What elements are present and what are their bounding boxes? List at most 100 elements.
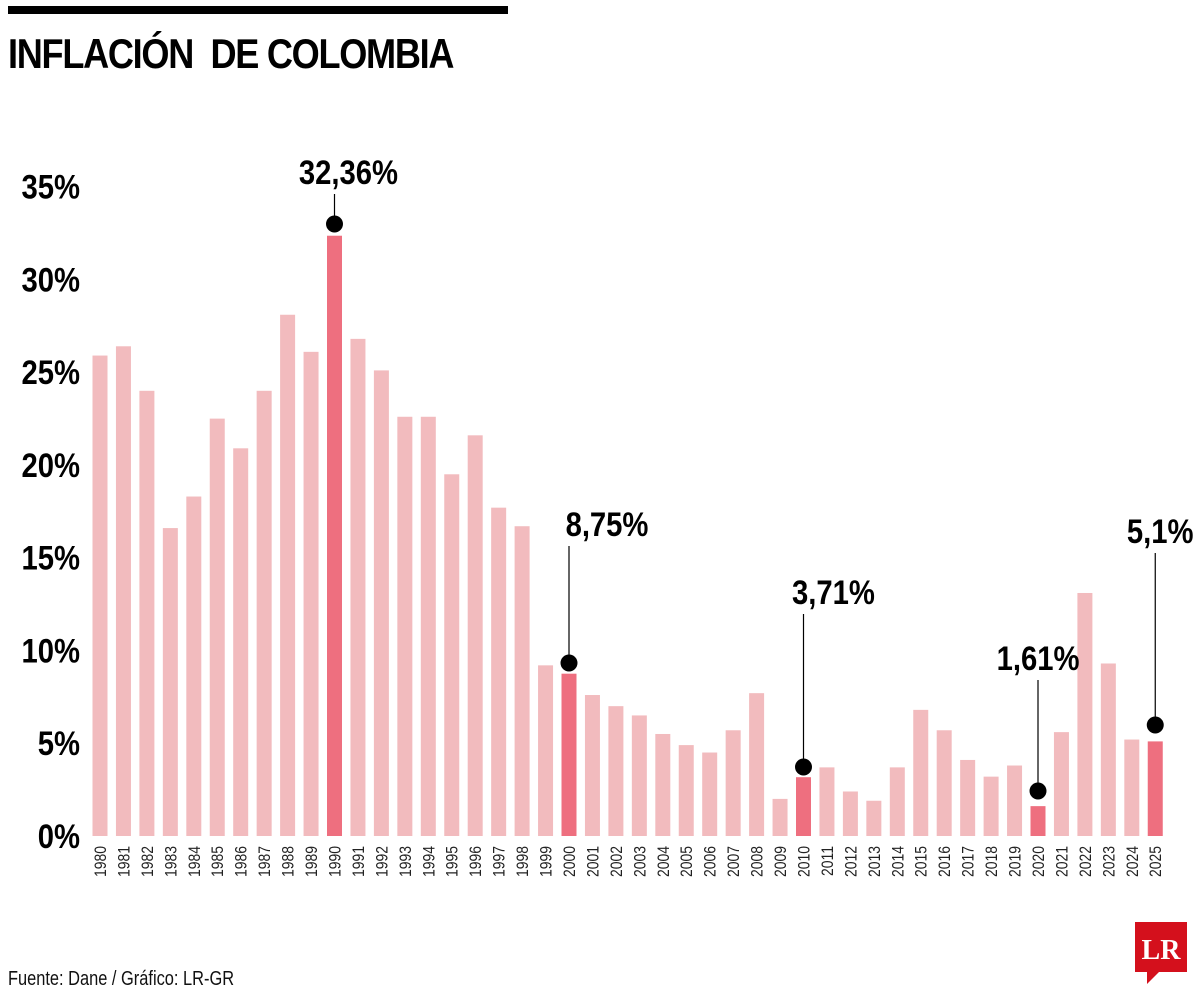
- x-tick-label: 2009: [772, 846, 791, 877]
- logo-background: [1135, 922, 1187, 984]
- x-tick-label: 2015: [913, 846, 932, 877]
- bar-1989: [303, 351, 319, 836]
- marker-dot-2000: [560, 654, 578, 672]
- x-tick-label: 2021: [1053, 846, 1072, 877]
- x-tick-label: 1995: [444, 846, 463, 877]
- bar-1993: [397, 416, 413, 836]
- bar-1991: [350, 338, 366, 836]
- x-tick-label: 1998: [514, 846, 533, 877]
- x-tick-label: 2006: [701, 846, 720, 877]
- x-tick-label: 2017: [959, 846, 978, 877]
- bar-1999: [538, 665, 554, 836]
- bar-2008: [749, 693, 765, 836]
- x-tick-label: 2001: [584, 846, 603, 877]
- bar-2014: [889, 767, 905, 836]
- bar-1992: [373, 370, 389, 836]
- x-tick-label: 1981: [115, 846, 134, 877]
- x-tick-label: 2025: [1147, 846, 1166, 877]
- bar-1981: [115, 346, 131, 836]
- title-rule: [8, 6, 508, 14]
- x-tick-label: 1986: [232, 846, 251, 877]
- bar-2024: [1124, 739, 1140, 836]
- bar-2002: [608, 706, 624, 836]
- y-tick-label: 20%: [22, 446, 80, 485]
- bar-2000: [561, 673, 577, 836]
- data-label-2025: 5,1%: [1127, 512, 1194, 551]
- y-tick-label: 15%: [22, 539, 80, 578]
- bar-2015: [913, 709, 929, 836]
- data-label-1990: 32,36%: [299, 153, 398, 192]
- bar-2018: [983, 776, 999, 836]
- y-tick-label: 5%: [38, 724, 80, 763]
- bar-1984: [186, 496, 202, 836]
- bar-1983: [162, 528, 178, 836]
- x-tick-label: 1992: [373, 846, 392, 877]
- bar-2001: [584, 695, 600, 836]
- bar-2019: [1007, 765, 1023, 836]
- data-label-2010: 3,71%: [792, 573, 875, 612]
- bar-2023: [1100, 663, 1116, 836]
- x-tick-label: 2023: [1100, 846, 1119, 877]
- x-tick-label: 1999: [537, 846, 556, 877]
- x-tick-label: 2008: [748, 846, 767, 877]
- bar-2004: [655, 733, 671, 836]
- bar-2022: [1077, 592, 1093, 836]
- bar-1987: [256, 390, 272, 836]
- x-tick-label: 2004: [655, 846, 674, 877]
- data-label-2000: 8,75%: [566, 505, 649, 544]
- x-tick-label: 2024: [1124, 846, 1143, 877]
- y-tick-label: 0%: [38, 817, 80, 856]
- bar-2007: [725, 730, 741, 836]
- y-tick-label: 30%: [22, 260, 80, 299]
- x-tick-label: 2016: [936, 846, 955, 877]
- bar-2012: [842, 791, 858, 836]
- marker-dot-2020: [1029, 782, 1047, 800]
- marker-dot-2025: [1146, 716, 1164, 734]
- y-axis: 0% 5% 10% 15% 20% 25% 30% 35%: [22, 168, 80, 856]
- source-note: Fuente: Dane / Gráfico: LR-GR: [8, 968, 235, 990]
- x-tick-label: 1993: [397, 846, 416, 877]
- x-tick-label: 1982: [139, 846, 158, 877]
- bar-1996: [467, 435, 483, 836]
- bar-2016: [936, 730, 952, 836]
- bar-1990: [327, 235, 342, 837]
- bar-1982: [139, 390, 155, 836]
- bar-2025: [1147, 741, 1163, 836]
- data-label-2020: 1,61%: [997, 639, 1080, 678]
- marker-dot-2010: [795, 758, 812, 776]
- x-tick-label: 1990: [326, 846, 345, 877]
- chart-title: INFLACIÓN DE COLOMBIA: [8, 30, 454, 77]
- x-tick-label: 1994: [420, 846, 439, 877]
- marker-dot-1990: [326, 215, 343, 233]
- bar-2021: [1053, 732, 1069, 836]
- y-tick-label: 10%: [22, 631, 80, 670]
- logo-text: LR: [1142, 935, 1182, 966]
- x-tick-label: 1997: [490, 846, 509, 877]
- bar-1998: [514, 526, 530, 836]
- bar-2013: [866, 800, 882, 836]
- lr-logo: LR: [1135, 922, 1187, 984]
- x-tick-label: 1983: [162, 846, 181, 877]
- bar-2020: [1030, 806, 1046, 836]
- y-tick-label: 25%: [22, 353, 80, 392]
- x-tick-label: 2007: [725, 846, 744, 877]
- bar-2005: [678, 745, 694, 836]
- x-tick-label: 1987: [256, 846, 275, 877]
- bar-1995: [444, 474, 460, 836]
- x-tick-label: 2005: [678, 846, 697, 877]
- bar-1986: [233, 448, 249, 836]
- x-tick-label: 2002: [608, 846, 627, 877]
- x-tick-label: 1991: [350, 846, 369, 877]
- bar-chart: 0%5%10%15%20%25%30%35% 1980 1981 1982 1983 1…: [22, 153, 1194, 877]
- x-tick-label: 2018: [983, 846, 1002, 877]
- x-tick-label: 2013: [866, 846, 885, 877]
- bar-2017: [960, 759, 976, 836]
- bar-1997: [491, 507, 507, 836]
- x-tick-label: 2000: [561, 846, 580, 877]
- x-tick-label: 2003: [631, 846, 650, 877]
- bar-2003: [631, 715, 647, 836]
- x-tick-label: 1988: [279, 846, 298, 877]
- bar-1994: [420, 416, 436, 836]
- bar-2009: [772, 798, 788, 836]
- x-tick-label: 2010: [795, 846, 814, 877]
